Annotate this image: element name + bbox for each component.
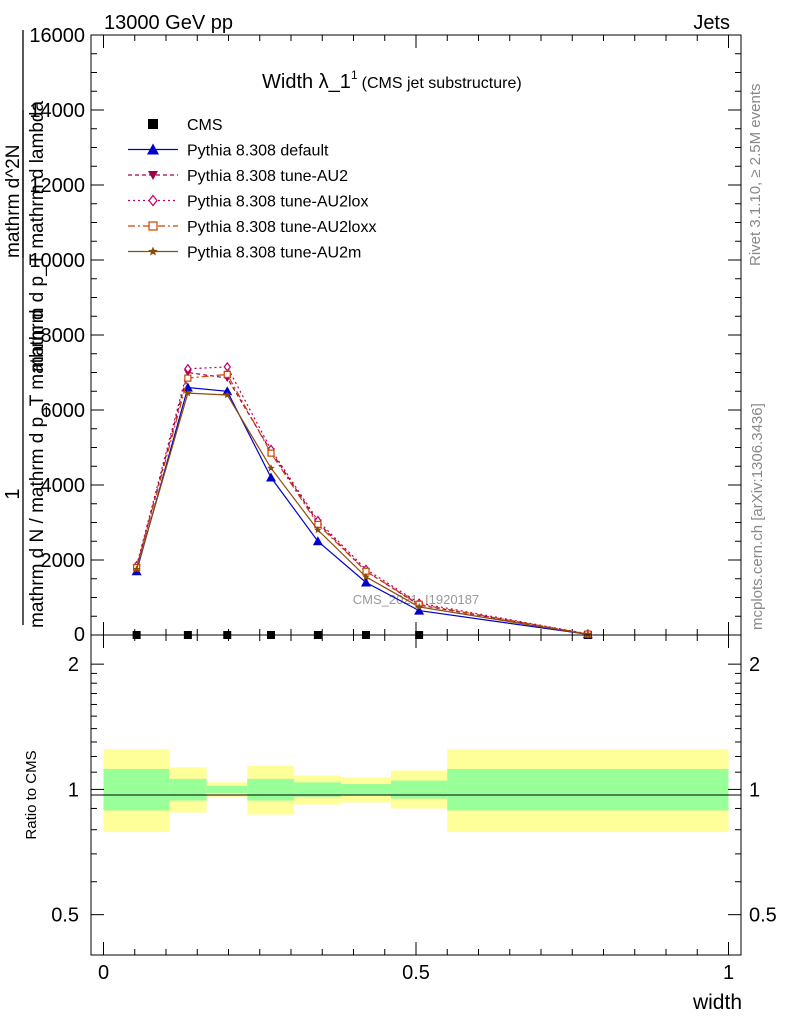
- ratio-band-inner: [206, 785, 248, 794]
- main-y-axis-label: 1 mathrm d N / mathrm d p_T mathrm d mat…: [2, 30, 48, 628]
- y-tick-label: 2000: [41, 550, 86, 572]
- marker-diamond: [148, 194, 158, 207]
- legend-label: Pythia 8.308 tune-AU2: [187, 168, 348, 185]
- ratio-plot-frame: [90, 634, 742, 956]
- y-tick-label: 14000: [29, 100, 85, 122]
- marker-star: [362, 572, 370, 581]
- marker-square-open: [148, 221, 158, 231]
- ratio-band-inner: [103, 768, 170, 811]
- ratio-band-inner: [447, 768, 729, 811]
- x-tick-label: 1: [723, 962, 734, 984]
- series-line-default: [136, 386, 588, 635]
- legend-entry-au2: Pythia 8.308 tune-AU2: [128, 168, 348, 185]
- y-tick-label: 4000: [41, 475, 86, 497]
- y-label-denominator: mathrm d N / mathrm d p_T mathrm d: [27, 309, 48, 628]
- x-tick-label: 0: [98, 962, 109, 984]
- legend-label: Pythia 8.308 tune-AU2loxx: [187, 219, 376, 236]
- series-line-au2m: [136, 392, 588, 635]
- legend-entry-cms: CMS: [148, 117, 223, 134]
- legend-label: Pythia 8.308 tune-AU2m: [187, 245, 361, 262]
- marker-star: [132, 565, 141, 573]
- header-collision: 13000 GeV pp: [104, 12, 233, 34]
- legend-label: CMS: [187, 117, 223, 134]
- marker-triangle-up: [266, 472, 276, 482]
- marker-star: [415, 602, 423, 611]
- ratio-y-tick-label: 0.5: [51, 905, 79, 927]
- marker-star: [314, 526, 322, 534]
- marker-square-open: [267, 449, 275, 457]
- y-tick-label: 0: [74, 624, 85, 646]
- rivet-version-note: Rivet 3.1.10, ≥ 2.5M events: [747, 84, 764, 267]
- y-tick-label: 8000: [41, 325, 86, 347]
- legend-label: Pythia 8.308 default: [187, 143, 329, 160]
- marker-triangle-up: [222, 386, 233, 396]
- marker-diamond: [184, 363, 192, 374]
- y-tick-label: 12000: [29, 175, 85, 197]
- watermark: CMS_2021_I1920187: [353, 592, 480, 607]
- marker-triangle-up: [147, 143, 159, 155]
- plot-title-superscript: 1: [351, 68, 358, 82]
- x-tick-label: 0.5: [402, 962, 430, 984]
- main-axis-ticks: 2000 4000 6000 8000 10000 12000 14000 16000 0 0 0.…: [29, 25, 741, 984]
- main-series-layer: [131, 361, 593, 639]
- marker-star: [223, 391, 232, 399]
- legend: CMS Pythia 8.308 default Pythia 8.308 tune…: [128, 117, 376, 262]
- legend-entry-au2lox: Pythia 8.308 tune-AU2lox: [128, 194, 368, 211]
- ratio-axis-ticks: 0.5 0.5 1 1 2 2: [51, 654, 777, 927]
- y-tick-label: 10000: [29, 250, 85, 272]
- marker-star: [584, 630, 592, 638]
- ratio-band-inner: [294, 782, 341, 797]
- legend-label: Pythia 8.308 tune-AU2lox: [187, 194, 368, 211]
- ratio-y-tick-label: 1: [749, 779, 760, 801]
- legend-entry-default: Pythia 8.308 default: [128, 143, 329, 160]
- legend-entry-au2loxx: Pythia 8.308 tune-AU2loxx: [128, 219, 376, 236]
- marker-star: [267, 464, 275, 472]
- ratio-band-inner: [247, 778, 295, 801]
- marker-triangle-up: [414, 605, 425, 615]
- marker-star: [184, 389, 192, 397]
- ratio-band-inner: [169, 778, 207, 801]
- ratio-band-inner: [391, 780, 448, 799]
- marker-square-open: [184, 374, 192, 382]
- y-label-inner-denominator: mathrm d p_T mathrm d lambda: [27, 101, 48, 372]
- y-label-numerator: mathrm d^2N: [3, 145, 24, 258]
- ratio-band-inner: [341, 784, 391, 795]
- ratio-y-tick-label: 1: [68, 779, 79, 801]
- y-tick-label: 6000: [41, 400, 86, 422]
- plot-title-note: (CMS jet substructure): [362, 75, 522, 92]
- ratio-y-tick-label: 2: [749, 654, 760, 676]
- y-label-one: 1: [2, 488, 24, 499]
- plot-title: Width λ_11 (CMS jet substructure): [262, 68, 522, 93]
- x-axis-label: width: [692, 991, 742, 1014]
- series-line-au2loxx: [136, 373, 589, 635]
- marker-triangle-down: [148, 171, 158, 180]
- series-au2m: [132, 389, 592, 638]
- marker-square: [148, 119, 158, 129]
- mcplots-reference-note: mcplots.cern.ch [arXiv:1306.3436]: [749, 403, 766, 630]
- marker-triangle-up: [361, 577, 371, 587]
- marker-star: [148, 246, 158, 256]
- marker-triangle-up: [312, 536, 323, 546]
- ratio-y-tick-label: 0.5: [749, 905, 777, 927]
- header-category: Jets: [693, 12, 730, 34]
- ratio-y-axis-label: Ratio to CMS: [23, 750, 40, 839]
- marker-square-open: [223, 370, 231, 378]
- legend-entry-au2m: Pythia 8.308 tune-AU2m: [128, 245, 361, 262]
- ratio-y-tick-label: 2: [68, 654, 79, 676]
- y-tick-label: 16000: [29, 25, 85, 47]
- plot-title-main: Width λ_1: [262, 71, 351, 93]
- ratio-uncertainty-bands: [103, 749, 729, 833]
